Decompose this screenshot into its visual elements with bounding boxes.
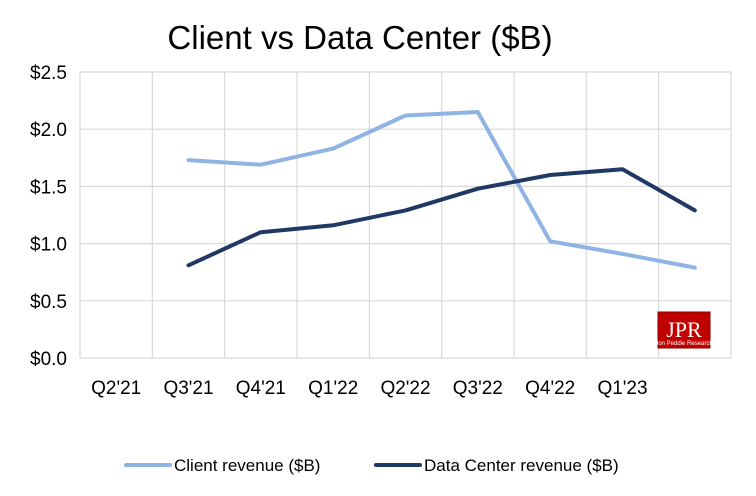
series: [186, 110, 697, 270]
data-point: [404, 208, 407, 212]
data-point: [693, 266, 697, 270]
x-tick-label: Q4'21: [236, 378, 286, 399]
data-point: [621, 252, 624, 256]
legend-label: Client revenue ($B): [174, 456, 320, 475]
data-point: [548, 173, 552, 177]
jpr-logo: JPR Jon Peddie Research: [655, 311, 713, 349]
x-axis-ticks: Q2'21 Q3'21 Q4'21 Q1'22 Q2'22 Q3'22 Q4'22 Q1'23: [91, 378, 647, 399]
x-tick-label: Q1'23: [597, 378, 647, 399]
series-line-data-center: [186, 167, 697, 268]
grid: [79, 71, 732, 359]
x-tick-label: Q1'22: [308, 378, 358, 399]
y-tick-label: $0.0: [30, 349, 67, 370]
data-point: [548, 239, 552, 243]
data-point: [476, 110, 480, 114]
data-point: [404, 113, 407, 117]
y-axis-ticks: $0.0 $0.5 $1.0 $1.5 $2.0 $2.5: [30, 63, 67, 370]
logo-subtext: Jon Peddie Research: [655, 341, 712, 347]
data-point: [259, 163, 263, 167]
data-point: [331, 147, 335, 151]
data-point: [187, 263, 190, 267]
data-point: [259, 230, 263, 234]
x-tick-label: Q3'21: [163, 378, 213, 399]
x-tick-label: Q4'22: [525, 378, 575, 399]
data-point: [476, 187, 480, 191]
y-tick-label: $1.5: [30, 177, 67, 198]
legend-label: Data Center revenue ($B): [424, 456, 619, 475]
data-point: [621, 167, 624, 171]
logo-text: JPR: [666, 317, 702, 342]
data-point: [331, 223, 335, 227]
chart-title: Client vs Data Center ($B): [167, 19, 552, 56]
x-tick-label: Q3'22: [453, 378, 503, 399]
legend: Client revenue ($B) Data Center revenue (…: [124, 456, 619, 475]
x-tick-label: Q2'21: [91, 378, 141, 399]
logo-box: [657, 311, 711, 349]
y-tick-label: $2.5: [30, 63, 67, 84]
y-tick-label: $2.0: [30, 120, 67, 141]
y-tick-label: $0.5: [30, 292, 67, 313]
series-line-client: [186, 110, 697, 270]
y-tick-label: $1.0: [30, 235, 67, 256]
data-point: [693, 208, 697, 212]
data-point: [187, 158, 190, 162]
x-tick-label: Q2'22: [380, 378, 430, 399]
